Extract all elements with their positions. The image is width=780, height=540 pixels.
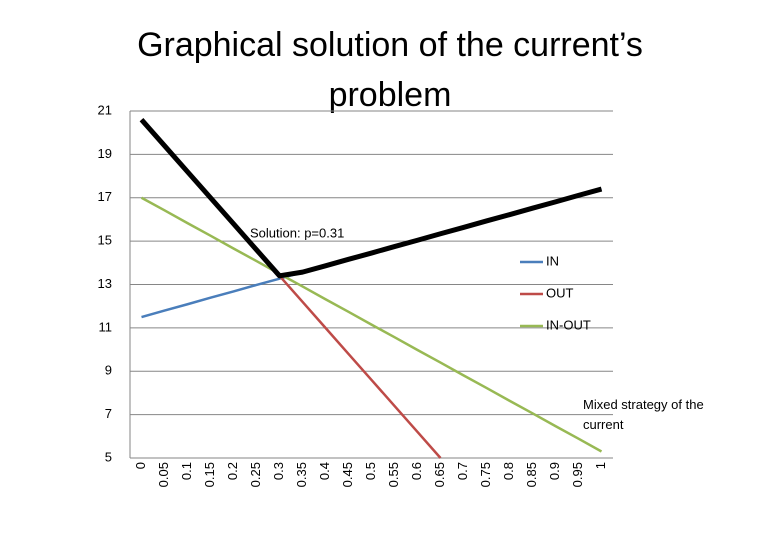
x-tick-label: 0.05	[156, 462, 171, 487]
series-line	[140, 196, 603, 453]
x-tick-label: 0.5	[363, 462, 378, 480]
annotation: Solution: p=0.31	[250, 225, 344, 240]
y-tick-label: 7	[105, 406, 112, 421]
y-tick-label: 15	[98, 233, 112, 248]
y-tick-label: 9	[105, 363, 112, 378]
legend-label: OUT	[546, 285, 574, 300]
x-tick-label: 0.95	[570, 462, 585, 487]
x-tick-label: 0.75	[478, 462, 493, 487]
x-tick-label: 0.65	[432, 462, 447, 487]
series-line	[139, 118, 603, 279]
y-tick-label: 17	[98, 189, 112, 204]
x-tick-label: 0.3	[271, 462, 286, 480]
y-tick-label: 11	[99, 319, 113, 334]
y-tick-label: 5	[105, 449, 112, 464]
x-tick-label: 0.1	[179, 462, 194, 480]
legend-label: IN	[546, 253, 559, 268]
x-tick-label: 0.55	[386, 462, 401, 487]
x-tick-label: 0.15	[202, 462, 217, 487]
x-tick-label: 0.7	[455, 462, 470, 480]
x-tick-label: 0.25	[248, 462, 263, 487]
y-tick-label: 13	[98, 276, 112, 291]
x-tick-label: 0	[133, 462, 148, 469]
x-tick-label: 0.6	[409, 462, 424, 480]
chart-title: Graphical solution of the current’s prob…	[137, 26, 643, 114]
legend-label: IN-OUT	[546, 317, 591, 332]
x-tick-label: 0.85	[524, 462, 539, 487]
x-tick-label: 0.45	[340, 462, 355, 487]
x-tick-label: 0.9	[547, 462, 562, 480]
x-tick-label: 1	[593, 462, 608, 469]
series-label-box: Mixed strategy of the current	[583, 397, 704, 432]
y-tick-label: 19	[98, 146, 112, 161]
x-tick-label: 0.2	[225, 462, 240, 480]
x-tick-label: 0.35	[294, 462, 309, 487]
x-tick-label: 0.4	[317, 462, 332, 480]
x-tick-label: 0.8	[501, 462, 516, 480]
series-label: Mixed strategy of the current	[583, 397, 704, 432]
y-tick-label: 21	[98, 102, 112, 117]
